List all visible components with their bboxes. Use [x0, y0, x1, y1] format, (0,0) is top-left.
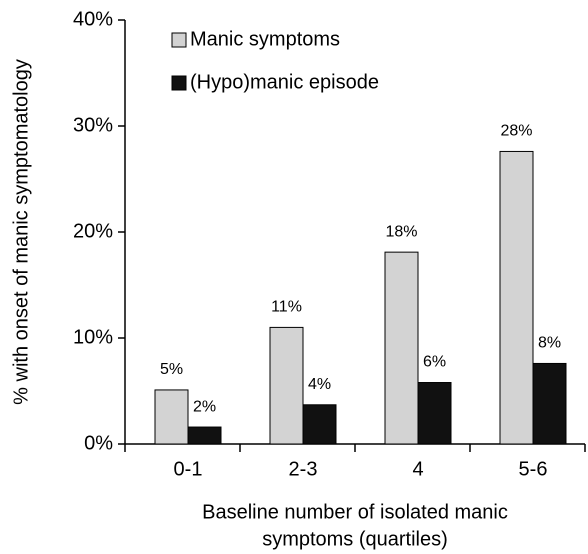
- legend-label: (Hypo)manic episode: [190, 71, 379, 93]
- value-label: 2%: [193, 398, 216, 415]
- x-tick-label: 2-3: [289, 458, 318, 480]
- bar: [532, 362, 567, 445]
- x-axis-title: Baseline number of isolated manic: [202, 501, 508, 523]
- y-tick-label: 30%: [73, 114, 113, 136]
- bar: [302, 404, 337, 445]
- y-tick-label: 40%: [73, 8, 113, 30]
- value-label: 5%: [160, 361, 183, 378]
- y-tick-label: 20%: [73, 220, 113, 242]
- bar: [499, 150, 534, 445]
- bar: [187, 426, 222, 445]
- value-label: 18%: [385, 223, 417, 240]
- value-label: 8%: [538, 335, 561, 352]
- value-label: 28%: [500, 123, 532, 140]
- value-label: 4%: [308, 376, 331, 393]
- bar: [384, 251, 419, 445]
- x-tick-label: 5-6: [519, 458, 548, 480]
- value-label: 6%: [423, 354, 446, 371]
- y-axis-title: % with onset of manic symptomatology: [10, 59, 32, 405]
- y-tick-label: 10%: [73, 326, 113, 348]
- value-label: 11%: [271, 299, 302, 316]
- legend-swatch: [171, 75, 187, 91]
- bar: [269, 326, 304, 445]
- x-tick-label: 4: [412, 458, 423, 480]
- x-axis-title: symptoms (quartiles): [262, 528, 448, 550]
- bar: [417, 382, 452, 445]
- legend-swatch: [171, 32, 187, 48]
- y-tick-label: 0%: [84, 432, 113, 454]
- x-tick-label: 0-1: [174, 458, 203, 480]
- legend-label: Manic symptoms: [190, 28, 340, 50]
- bar: [154, 389, 189, 445]
